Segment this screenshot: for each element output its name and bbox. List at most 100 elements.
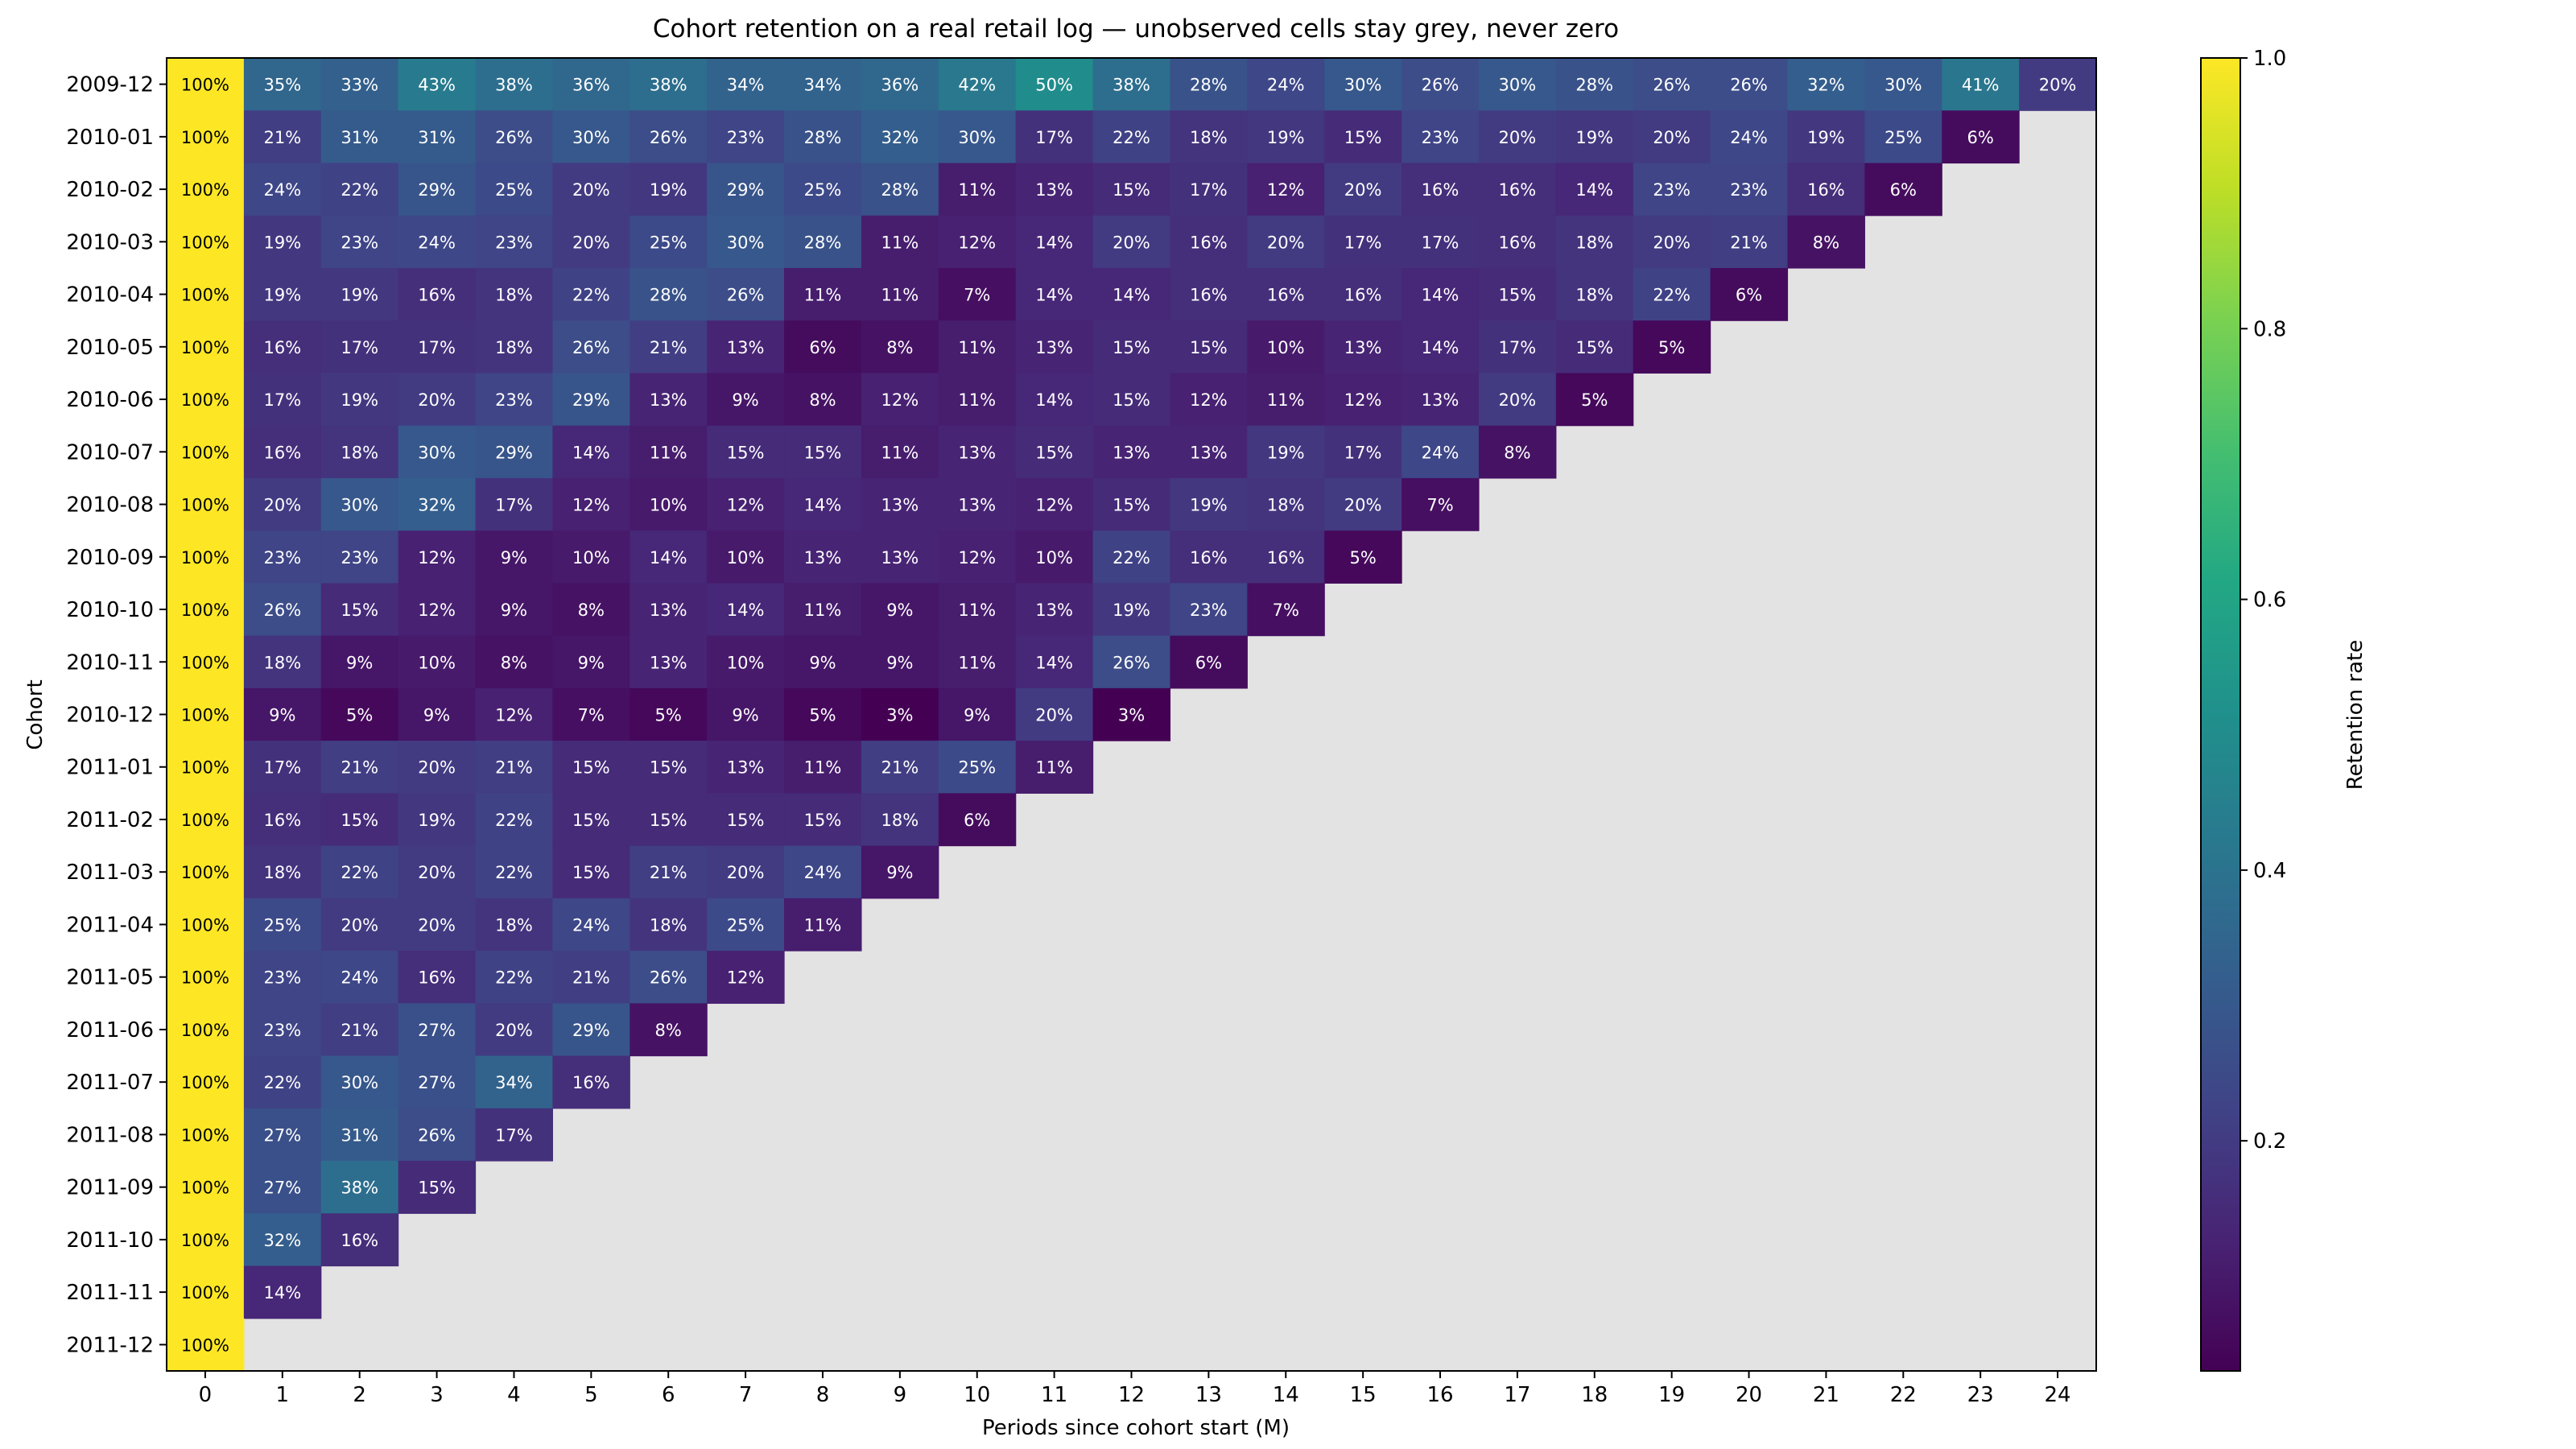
heatmap-cell	[398, 215, 477, 269]
cell-label: 26%	[1113, 653, 1150, 672]
heatmap-cell	[1633, 110, 1711, 164]
cell-label: 100%	[181, 758, 229, 778]
cell-label: 5%	[1581, 390, 1608, 410]
heatmap-cell	[398, 793, 477, 847]
heatmap-cell	[707, 793, 785, 847]
heatmap-cell	[1710, 163, 1789, 217]
cell-label: 12%	[418, 601, 456, 620]
cell-label: 24%	[263, 180, 301, 200]
cell-label: 13%	[958, 443, 996, 462]
cell-label: 6%	[1967, 128, 1994, 147]
heatmap-cell	[1324, 530, 1402, 584]
heatmap-cell	[1402, 477, 1480, 531]
x-tick-label: 13	[1195, 1383, 1222, 1407]
heatmap-cell	[552, 320, 630, 374]
heatmap-cell	[707, 215, 785, 269]
x-tick-label: 3	[430, 1383, 444, 1407]
cell-label: 16%	[263, 338, 301, 357]
heatmap-cell	[167, 320, 245, 374]
heatmap-cell	[938, 320, 1017, 374]
heatmap-cell	[167, 373, 245, 427]
cell-label: 21%	[881, 758, 919, 778]
heatmap-cell	[398, 898, 477, 952]
heatmap-cell	[1402, 373, 1480, 427]
heatmap-cell	[1787, 58, 1865, 111]
x-axis: 0 1 2 3 4 5 6 7 8 9 10 11 12 13 14 15 16 17 18 19 20 21 22 23 24	[199, 1371, 2071, 1407]
cell-label: 17%	[1422, 233, 1459, 252]
heatmap-cell	[784, 635, 862, 689]
cell-label: 19%	[341, 390, 378, 410]
heatmap-cell	[938, 583, 1017, 637]
cell-label: 17%	[1035, 128, 1073, 147]
heatmap-cell	[784, 898, 862, 952]
heatmap-cell	[861, 215, 939, 269]
cell-label: 19%	[1267, 128, 1305, 147]
heatmap-cell	[1864, 110, 1942, 164]
heatmap-cell	[630, 845, 708, 899]
heatmap-cell	[167, 1055, 245, 1109]
cell-label: 6%	[964, 811, 990, 830]
heatmap-cell	[938, 110, 1017, 164]
heatmap-cell	[1092, 320, 1171, 374]
cell-label: 18%	[1575, 233, 1613, 252]
heatmap-cell	[630, 163, 708, 217]
heatmap-cell	[243, 215, 322, 269]
heatmap-cell	[1942, 58, 2020, 111]
heatmap-cell	[630, 267, 708, 321]
cell-label: 100%	[181, 1073, 229, 1092]
heatmap-cell	[167, 477, 245, 531]
cell-label: 5%	[655, 706, 682, 725]
cell-label: 42%	[958, 76, 996, 95]
heatmap-cell	[1092, 425, 1171, 479]
heatmap-cell	[861, 530, 939, 584]
cell-label: 17%	[1344, 233, 1382, 252]
x-tick-label: 15	[1350, 1383, 1377, 1407]
heatmap-cell	[1247, 425, 1325, 479]
cell-label: 25%	[1885, 128, 1922, 147]
heatmap-cell	[167, 267, 245, 321]
cell-label: 14%	[1035, 390, 1073, 410]
heatmap-cell	[938, 687, 1017, 741]
cell-label: 17%	[263, 758, 301, 778]
cell-label: 31%	[341, 128, 378, 147]
cell-label: 14%	[1035, 286, 1073, 305]
cell-label: 28%	[650, 286, 687, 305]
heatmap-cell	[938, 530, 1017, 584]
cell-label: 31%	[341, 1125, 378, 1145]
heatmap-cell	[630, 951, 708, 1004]
heatmap-cell	[243, 898, 322, 952]
heatmap-cell	[320, 687, 399, 741]
heatmap-cell	[1787, 215, 1865, 269]
heatmap-cell	[243, 845, 322, 899]
heatmap-cell	[552, 741, 630, 794]
heatmap-cell	[1170, 477, 1248, 531]
heatmap-cell	[630, 741, 708, 794]
x-tick-label: 18	[1581, 1383, 1608, 1407]
heatmap-cell	[167, 1213, 245, 1267]
heatmap-cell	[1247, 163, 1325, 217]
cell-label: 32%	[881, 128, 919, 147]
x-tick-label: 12	[1118, 1383, 1145, 1407]
cell-label: 100%	[181, 338, 229, 357]
x-tick-label: 7	[739, 1383, 753, 1407]
heatmap-cell	[1170, 163, 1248, 217]
cell-label: 16%	[1190, 548, 1228, 568]
heatmap-cell	[475, 58, 553, 111]
heatmap-cell	[320, 373, 399, 427]
heatmap-cell	[1710, 215, 1789, 269]
heatmap-cell	[552, 951, 630, 1004]
heatmap-cell	[1942, 110, 2020, 164]
cell-label: 12%	[958, 233, 996, 252]
cell-label: 15%	[1190, 338, 1228, 357]
cell-label: 15%	[727, 443, 765, 462]
heatmap-cell	[320, 425, 399, 479]
cell-label: 9%	[964, 706, 990, 725]
cell-label: 10%	[727, 548, 765, 568]
cell-label: 29%	[418, 180, 456, 200]
heatmap-cell	[320, 530, 399, 584]
heatmap-cell	[1402, 320, 1480, 374]
cell-label: 20%	[1653, 128, 1690, 147]
x-tick-label: 2	[353, 1383, 366, 1407]
chart-title: Cohort retention on a real retail log — …	[653, 14, 1619, 43]
heatmap-cell	[1710, 58, 1789, 111]
